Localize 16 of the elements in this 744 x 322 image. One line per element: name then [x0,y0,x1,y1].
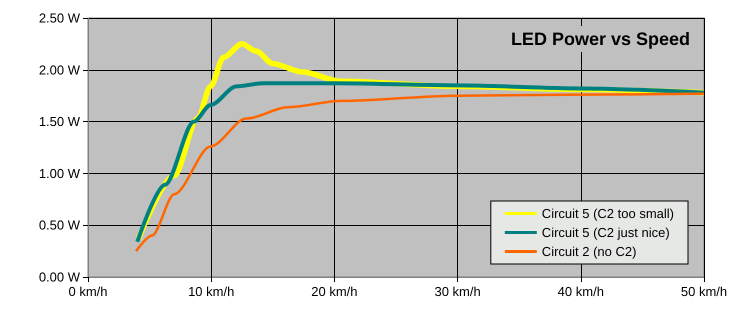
y-tick-label: 1.50 W [38,114,81,130]
y-tick-label: 0.50 W [38,218,81,233]
y-tick-label: 2.00 W [38,62,81,78]
y-tick-label: 2.50 W [38,10,81,26]
x-tick-label: 0 km/h [68,284,108,299]
x-tick-label: 20 km/h [311,284,358,299]
x-tick-label: 40 km/h [558,284,604,299]
y-tick-label: 1.00 W [38,166,81,181]
y-tick-label: 0.00 W [38,270,81,284]
x-tick-label: 30 km/h [434,284,481,299]
text: LED Power vs Speed [510,29,690,49]
legend-label: Circuit 5 (C2 too small) [542,206,674,221]
legend-label: Circuit 5 (C2 just nice) [542,225,670,240]
x-tick-label: 10 km/h [188,284,234,299]
legend-label: Circuit 2 (no C2) [542,244,636,259]
x-tick-label: 50 km/h [680,284,728,299]
